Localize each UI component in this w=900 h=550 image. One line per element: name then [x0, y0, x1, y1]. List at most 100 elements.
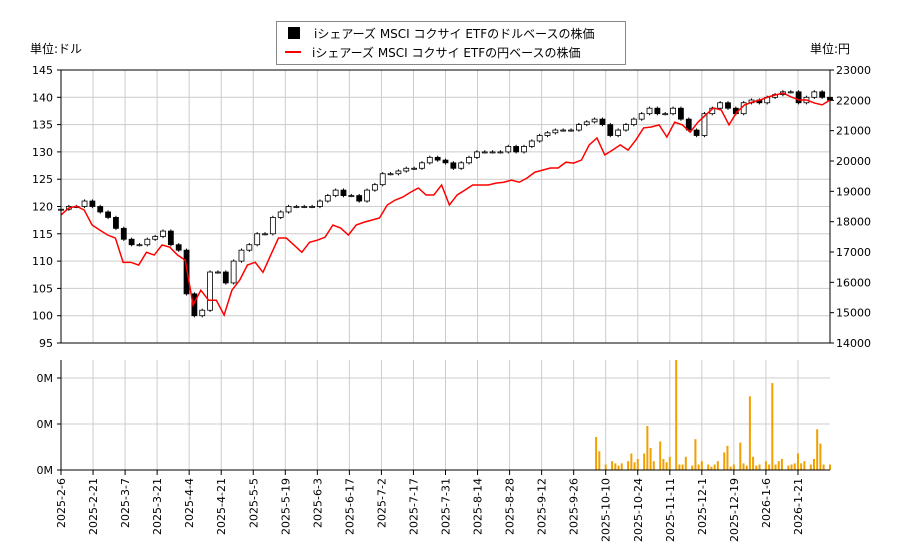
y-tick-label-left: 120	[32, 201, 53, 214]
candle	[222, 271, 229, 284]
x-tick-label: 2025-3-7	[119, 478, 132, 528]
x-tick-label: 2025-5-5	[247, 478, 260, 528]
candle	[795, 91, 802, 104]
volume-bar	[697, 464, 700, 470]
candle	[81, 200, 88, 207]
legend-jpy-swatch	[285, 51, 301, 53]
legend-usd-label: iシェアーズ MSCI コクサイ ETFのドルベースの株価	[314, 26, 595, 41]
candle	[340, 189, 347, 196]
candle	[199, 309, 206, 317]
y-tick-label-volume: 0M	[37, 418, 54, 431]
x-tick-label: 2025-6-3	[311, 478, 324, 528]
x-tick-label: 2025-2-21	[87, 478, 100, 535]
candle	[607, 124, 614, 136]
volume-bar	[732, 464, 735, 470]
candle	[536, 135, 543, 142]
candle	[717, 102, 724, 109]
candle	[678, 107, 684, 120]
volume-bar	[665, 462, 668, 470]
candle	[262, 233, 268, 236]
y-tick-label-right: 19000	[836, 185, 871, 198]
candle	[466, 156, 472, 164]
y-tick-label-left: 145	[32, 64, 53, 77]
volume-bar	[643, 453, 646, 470]
x-tick-label: 2025-9-12	[536, 478, 549, 535]
y-tick-label-left: 140	[32, 91, 53, 104]
candle	[552, 129, 559, 134]
candle	[701, 113, 708, 136]
candle	[450, 162, 457, 169]
x-tick-label: 2025-2-6	[55, 478, 68, 528]
volume-bar	[787, 465, 790, 470]
volume-bar	[659, 441, 662, 470]
volume-bar	[822, 464, 825, 470]
volume-bar	[742, 463, 745, 470]
y-tick-label-left: 135	[32, 119, 53, 132]
volume-bar	[809, 464, 812, 470]
volume-bar	[627, 461, 630, 470]
y-tick-label-right: 22000	[836, 94, 871, 107]
volume-bar	[819, 443, 822, 470]
volume-bar	[691, 465, 694, 470]
candle	[167, 230, 174, 246]
volume-bar	[803, 461, 806, 470]
candle	[191, 293, 198, 317]
volume-bar	[694, 439, 697, 470]
candle	[560, 129, 567, 132]
candle	[670, 107, 676, 115]
volume-bar	[812, 459, 815, 470]
volume-bar	[646, 426, 649, 470]
candle	[364, 189, 370, 202]
candle	[528, 140, 535, 147]
x-tick-label: 2025-10-10	[600, 478, 613, 542]
volume-bar	[611, 461, 614, 470]
y-tick-label-right: 23000	[836, 64, 871, 77]
volume-bar	[793, 463, 796, 470]
candle	[693, 129, 700, 136]
volume-bar	[630, 453, 633, 470]
volume-bar	[649, 448, 652, 470]
candle	[175, 244, 182, 251]
candle	[419, 162, 425, 169]
y-tick-label-left: 125	[32, 173, 53, 186]
volume-bar	[774, 464, 777, 470]
candle	[105, 211, 111, 218]
candle	[646, 107, 653, 115]
candle	[568, 129, 574, 132]
candle	[654, 107, 661, 115]
main-plot-frame	[60, 69, 831, 344]
volume-bar	[636, 459, 639, 470]
y-tick-label-left: 130	[32, 146, 53, 159]
y-tick-label-right: 14000	[836, 337, 871, 350]
x-tick-label: 2025-4-21	[215, 478, 228, 535]
x-tick-label: 2025-3-21	[151, 478, 164, 535]
y-tick-label-right: 20000	[836, 155, 871, 168]
candle	[332, 189, 339, 196]
legend-usd-swatch	[288, 27, 300, 39]
candle	[575, 124, 582, 131]
candle	[811, 91, 818, 98]
y-tick-label-right: 17000	[836, 246, 871, 259]
candle	[583, 121, 590, 126]
candle	[89, 200, 96, 207]
candle	[230, 260, 237, 284]
x-tick-label: 2025-12-1	[696, 478, 709, 535]
volume-bar	[604, 464, 607, 470]
volume-bar	[652, 461, 655, 470]
candle	[787, 91, 794, 94]
candle	[246, 244, 253, 251]
y-tick-label-right: 15000	[836, 307, 871, 320]
candle	[442, 159, 449, 164]
volume-bar	[716, 461, 719, 470]
volume-bar	[713, 464, 716, 470]
volume-bar	[752, 456, 755, 470]
x-tick-label: 2025-9-26	[568, 478, 581, 535]
candle	[309, 206, 316, 208]
candle	[183, 249, 190, 295]
candle	[207, 271, 213, 311]
volume-bar	[729, 466, 732, 470]
candle	[395, 170, 402, 175]
volume-bar	[796, 453, 799, 470]
